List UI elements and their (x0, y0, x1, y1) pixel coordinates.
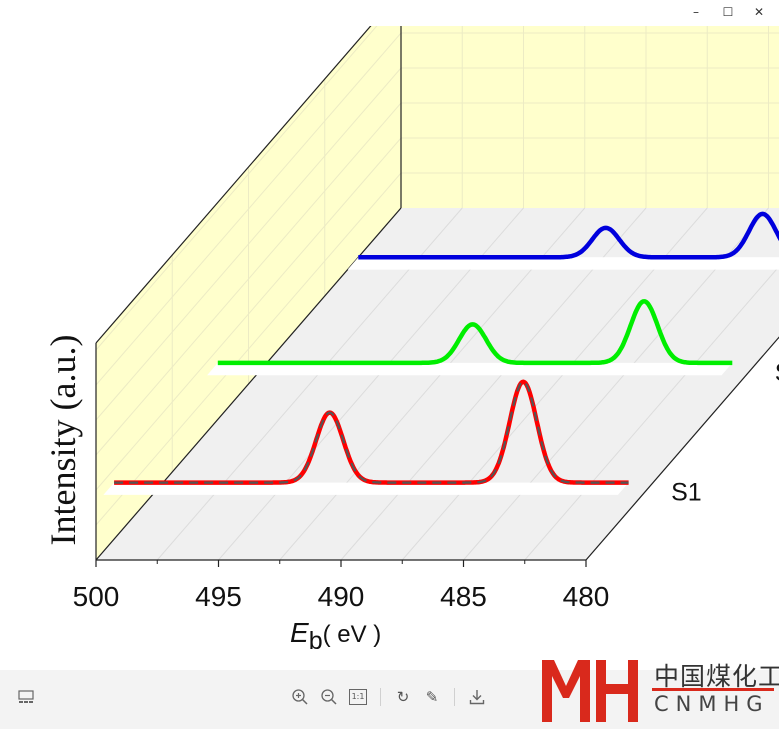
chart-back-wall (401, 0, 779, 208)
watermark-cn-text: 中国煤化工 (654, 662, 779, 691)
series-baseline-band (103, 482, 629, 495)
x-tick-label: 485 (440, 581, 487, 612)
viewer-toolbar: 1:1 ↻ ✎ (0, 670, 779, 729)
watermark-logo (542, 660, 638, 722)
chart-labels: 500495490485480S3S2S1Intensity (a.u.)Eb(… (43, 335, 779, 655)
series-baseline-band (347, 257, 779, 270)
maximize-icon[interactable]: ☐ (722, 5, 734, 19)
toolbar-divider (454, 688, 455, 706)
x-tick-label: 480 (563, 581, 610, 612)
download-icon[interactable] (466, 686, 488, 708)
chart-floor (96, 208, 779, 560)
watermark-en-text: CNMHG (654, 692, 770, 716)
y-axis-label: Intensity (a.u.) (43, 335, 83, 546)
actual-size-icon[interactable]: 1:1 (347, 686, 369, 708)
x-axis-label: Eb( eV ) (290, 617, 381, 655)
watermark-bar (652, 688, 774, 691)
waterfall-chart: 500495490485480S3S2S1Intensity (a.u.)Eb(… (43, 0, 779, 655)
close-icon[interactable]: ✕ (753, 5, 765, 19)
title-bar: – ☐ ✕ (0, 0, 779, 26)
x-tick-label: 495 (195, 581, 242, 612)
rotate-icon[interactable]: ↻ (396, 688, 410, 706)
chart-series (103, 211, 779, 495)
edit-icon[interactable]: ✎ (425, 688, 439, 706)
thumbnail-icon[interactable] (15, 686, 37, 708)
toolbar-divider (380, 688, 381, 706)
x-tick-label: 490 (318, 581, 365, 612)
chart-frame-edge (585, 336, 779, 561)
series-label: S1 (671, 479, 702, 507)
chart-frame-edge (95, 0, 394, 344)
x-tick-label: 500 (73, 581, 120, 612)
minimize-icon[interactable]: – (693, 5, 699, 19)
actual-size-label: 1:1 (349, 689, 367, 705)
series-line (357, 211, 779, 260)
series-label: S2 (775, 359, 779, 387)
series-fit-line (114, 380, 629, 484)
image-canvas: 500495490485480S3S2S1Intensity (a.u.)Eb(… (0, 0, 779, 670)
zoom-in-icon[interactable] (289, 686, 311, 708)
series-line (216, 299, 734, 366)
zoom-out-icon[interactable] (318, 686, 340, 708)
series-baseline-band (207, 362, 733, 376)
